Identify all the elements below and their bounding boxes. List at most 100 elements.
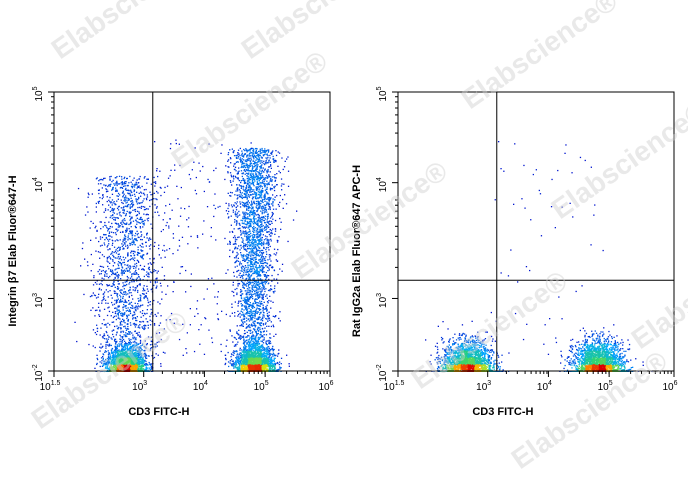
scatter-point <box>112 186 114 189</box>
scatter-point <box>127 203 130 206</box>
scatter-point <box>141 368 143 370</box>
scatter-point <box>124 257 127 259</box>
scatter-point <box>103 334 106 337</box>
scatter-point <box>121 176 123 178</box>
scatter-point <box>113 251 115 254</box>
scatter-point <box>124 301 126 303</box>
scatter-point <box>124 358 126 360</box>
scatter-point <box>138 360 140 362</box>
scatter-point <box>144 176 146 178</box>
scatter-point <box>126 354 128 356</box>
scatter-point <box>107 302 109 304</box>
scatter-point <box>131 361 133 363</box>
scatter-point <box>97 270 99 273</box>
scatter-point <box>113 216 115 219</box>
scatter-point <box>134 238 136 240</box>
scatter-point <box>127 360 129 363</box>
scatter-point <box>126 317 128 320</box>
scatter-point <box>139 227 142 229</box>
scatter-point <box>114 338 116 340</box>
scatter-point <box>88 343 90 346</box>
scatter-point <box>115 272 117 274</box>
scatter-point <box>135 360 138 362</box>
scatter-point <box>117 265 120 267</box>
scatter-point <box>125 361 127 363</box>
scatter-point <box>122 190 124 192</box>
scatter-point <box>103 211 105 213</box>
scatter-point <box>112 369 114 371</box>
scatter-point <box>104 351 106 353</box>
scatter-point <box>128 310 130 312</box>
scatter-point <box>122 357 124 359</box>
scatter-point <box>126 353 128 356</box>
scatter-point <box>137 358 139 360</box>
scatter-point <box>142 226 144 228</box>
scatter-point <box>138 276 140 278</box>
scatter-point <box>122 196 124 198</box>
scatter-point <box>114 257 116 259</box>
scatter-point <box>100 289 102 291</box>
scatter-point <box>112 363 114 365</box>
scatter-point <box>98 283 101 285</box>
scatter-point <box>94 367 96 369</box>
scatter-point <box>111 222 113 225</box>
scatter-point <box>109 290 111 292</box>
scatter-point <box>101 187 103 189</box>
scatter-point <box>144 356 147 358</box>
scatter-point <box>118 253 120 255</box>
scatter-point <box>128 339 131 341</box>
scatter-point <box>97 183 100 185</box>
scatter-point <box>139 324 141 326</box>
scatter-point <box>102 204 104 206</box>
scatter-point <box>104 224 106 226</box>
scatter-point <box>144 364 147 367</box>
scatter-point <box>125 231 127 233</box>
scatter-point <box>116 354 119 356</box>
scatter-point <box>107 296 109 298</box>
scatter-point <box>133 307 135 309</box>
scatter-point <box>124 343 126 345</box>
scatter-point <box>125 363 127 365</box>
scatter-point <box>133 355 135 357</box>
scatter-point <box>119 353 121 355</box>
scatter-point <box>102 364 104 366</box>
scatter-point <box>103 295 105 297</box>
scatter-point <box>109 368 111 371</box>
scatter-point <box>155 343 157 345</box>
scatter-point <box>111 226 113 228</box>
scatter-point <box>95 250 97 252</box>
scatter-point <box>122 244 124 246</box>
scatter-point <box>130 301 133 303</box>
scatter-point <box>114 362 116 364</box>
scatter-point <box>128 290 130 292</box>
scatter-point <box>136 366 138 368</box>
scatter-point <box>128 332 130 334</box>
scatter-point <box>138 284 140 286</box>
scatter-point <box>136 217 138 219</box>
scatter-point <box>149 258 151 260</box>
scatter-point <box>117 277 119 279</box>
scatter-point <box>126 247 129 249</box>
scatter-point <box>108 368 110 370</box>
scatter-point <box>103 319 105 321</box>
scatter-point <box>125 199 127 201</box>
scatter-point <box>120 199 122 201</box>
scatter-point <box>156 206 158 208</box>
scatter-point <box>129 362 131 364</box>
scatter-point <box>153 324 156 326</box>
scatter-point <box>126 328 128 330</box>
scatter-point <box>144 295 147 297</box>
scatter-point <box>126 344 128 346</box>
scatter-point <box>95 225 97 227</box>
scatter-point <box>127 348 129 350</box>
scatter-point <box>131 216 133 218</box>
scatter-point <box>115 233 117 236</box>
scatter-point <box>146 288 149 290</box>
scatter-point <box>134 349 136 352</box>
scatter-point <box>102 345 104 348</box>
scatter-point <box>93 276 95 279</box>
scatter-point <box>135 262 138 265</box>
scatter-point <box>108 361 110 363</box>
scatter-point <box>115 318 117 321</box>
scatter-point <box>128 309 131 311</box>
